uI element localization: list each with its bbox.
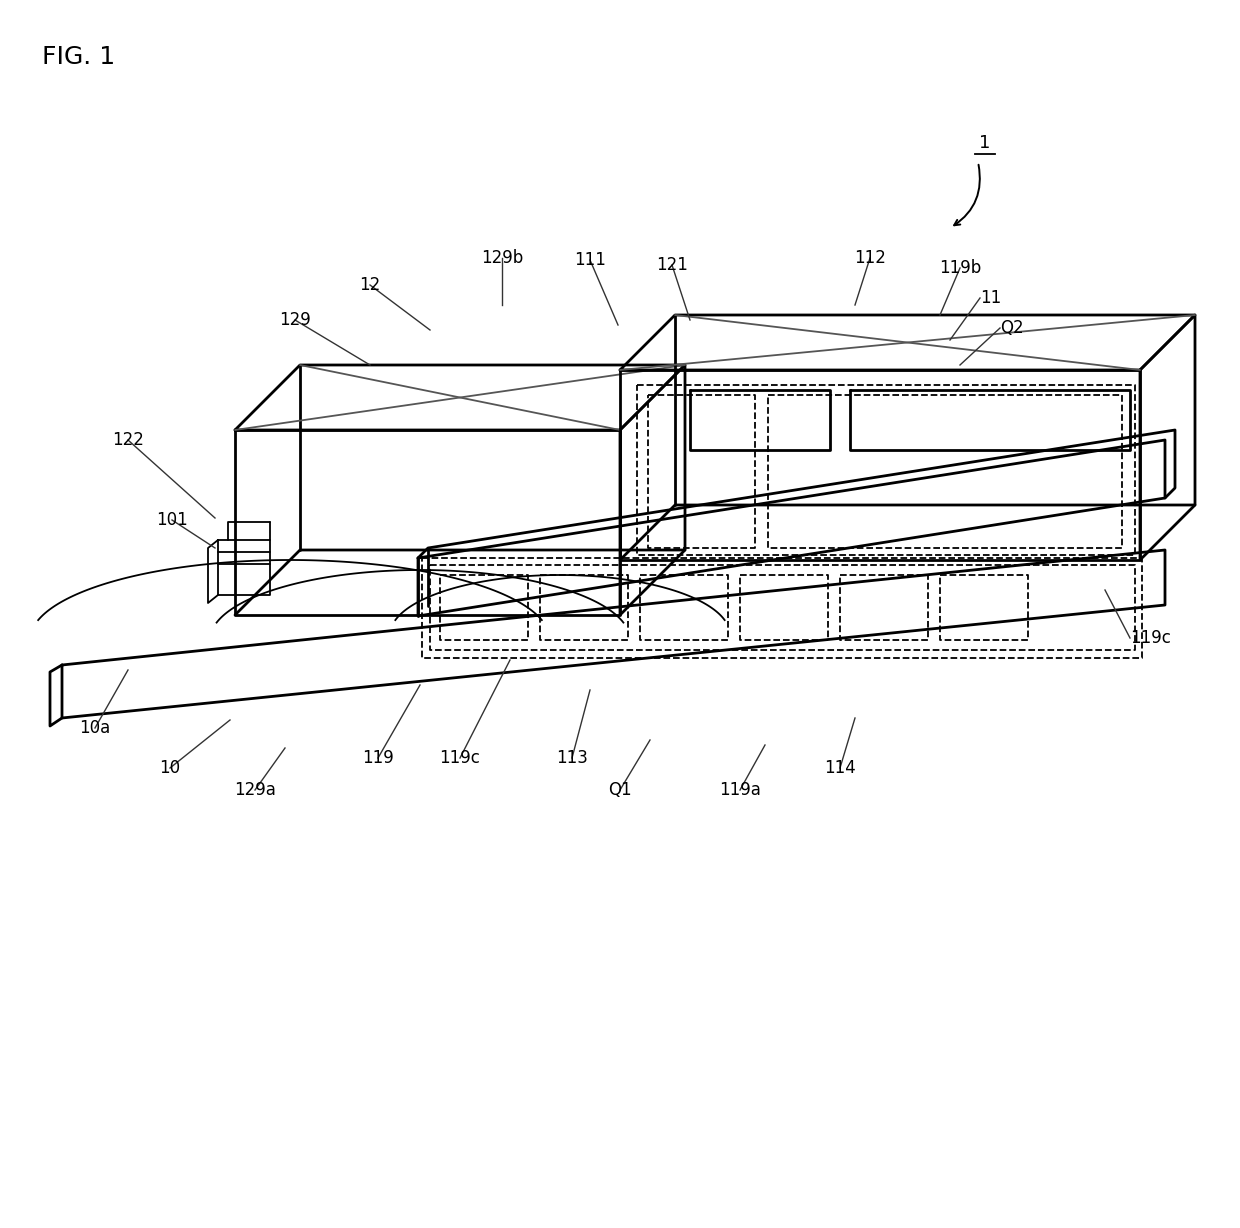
- Text: Q1: Q1: [608, 781, 632, 799]
- Text: 112: 112: [854, 249, 885, 266]
- Text: 114: 114: [825, 759, 856, 777]
- Text: 1: 1: [980, 134, 991, 152]
- Text: 119: 119: [362, 749, 394, 768]
- Text: 101: 101: [156, 511, 188, 529]
- Text: 10: 10: [160, 759, 181, 777]
- Text: 113: 113: [556, 749, 588, 768]
- Text: 10a: 10a: [79, 720, 110, 737]
- Text: FIG. 1: FIG. 1: [42, 45, 115, 69]
- Text: Q2: Q2: [999, 319, 1024, 336]
- Text: 119c: 119c: [1130, 629, 1171, 647]
- Text: 119c: 119c: [439, 749, 480, 768]
- Text: 129: 129: [279, 311, 311, 329]
- Text: 121: 121: [656, 255, 688, 274]
- Text: 119a: 119a: [719, 781, 761, 799]
- Text: 111: 111: [574, 251, 606, 269]
- Text: 129a: 129a: [234, 781, 277, 799]
- Text: 119b: 119b: [939, 259, 981, 278]
- Text: 122: 122: [112, 431, 144, 449]
- Text: 11: 11: [980, 289, 1001, 307]
- Text: 129b: 129b: [481, 249, 523, 266]
- Text: 12: 12: [360, 276, 381, 293]
